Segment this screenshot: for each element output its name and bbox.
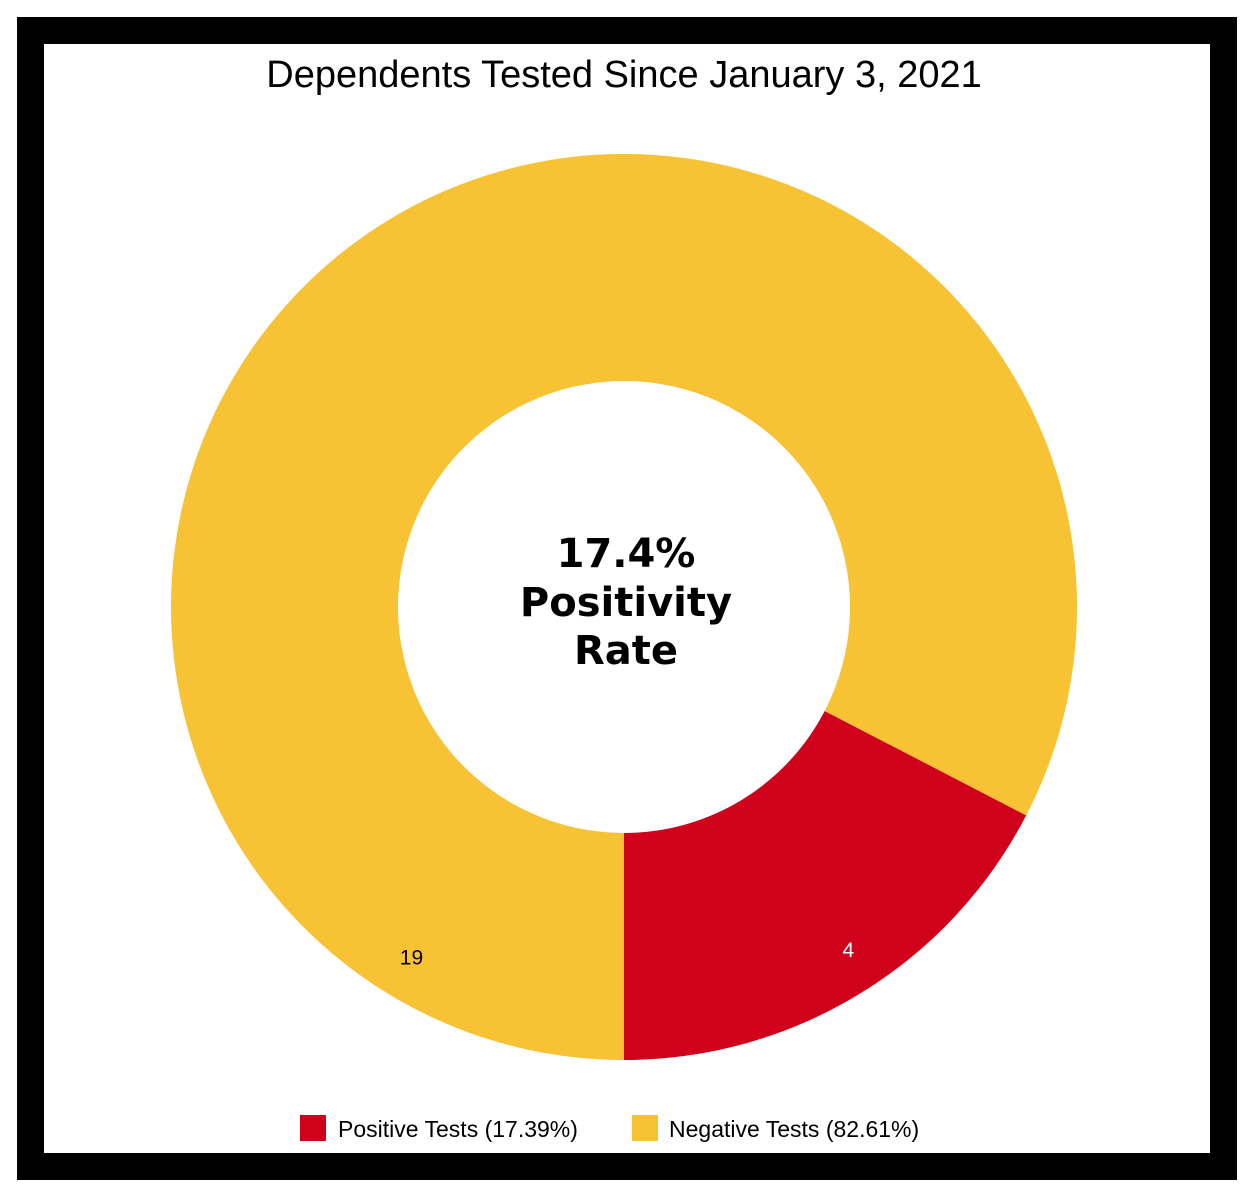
legend-swatch-negative [632, 1115, 658, 1141]
center-label-line-3: Rate [574, 628, 678, 674]
chart-title: Dependents Tested Since January 3, 2021 [266, 54, 981, 96]
center-label: 17.4% Positivity Rate [520, 531, 732, 674]
legend-swatch-positive [300, 1115, 326, 1141]
slice-positive-tests [624, 710, 1027, 1060]
donut-slices [171, 153, 1078, 1061]
data-label-positive-tests: 4 [843, 939, 855, 962]
center-label-line-2: Positivity [520, 580, 732, 626]
data-label-negative-tests: 19 [400, 947, 423, 970]
center-label-value: 17.4% [557, 531, 696, 577]
legend-label-negative: Negative Tests (82.61%) [669, 1116, 919, 1142]
slice-labels: 4 19 [400, 939, 855, 969]
slice-negative-tests [171, 153, 1078, 1061]
legend-label-positive: Positive Tests (17.39%) [338, 1116, 578, 1142]
legend: Positive Tests (17.39%) Negative Tests (… [300, 1115, 919, 1142]
